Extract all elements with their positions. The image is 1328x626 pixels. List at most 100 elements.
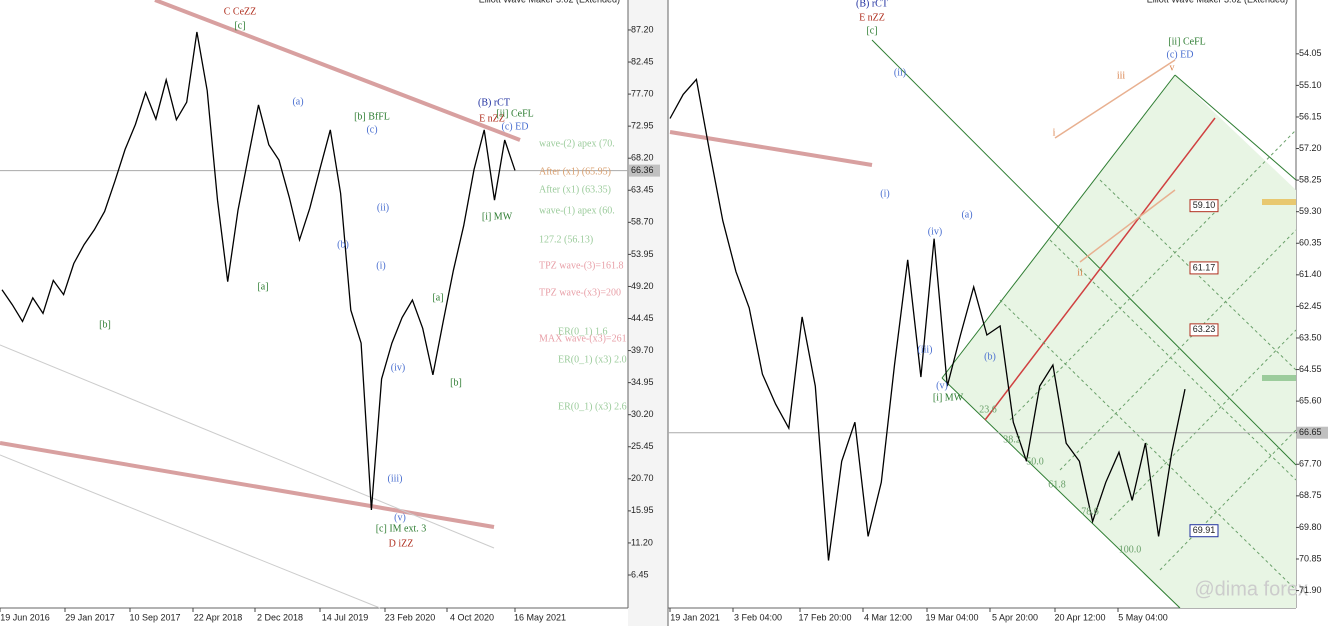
wave-label: (c) ED	[1167, 49, 1194, 60]
wave-label: D iZZ	[389, 538, 414, 549]
wave-label: After (x1) (63.35)	[539, 184, 611, 195]
y-tick-label: 6.45	[631, 569, 649, 579]
x-tick-label: 20 Apr 12:00	[1054, 612, 1105, 622]
wave-label: (a)	[961, 209, 972, 220]
y-tick-label: 59.30	[1299, 206, 1322, 216]
y-tick-label: 39.70	[631, 345, 654, 355]
y-tick-label: 63.45	[631, 185, 654, 195]
wave-label: [c]	[234, 20, 245, 31]
wave-label: 61.8	[1048, 479, 1066, 490]
separator	[628, 0, 668, 626]
y-tick-label: 11.20	[631, 537, 653, 547]
x-tick-label: 14 Jul 2019	[322, 612, 369, 622]
wave-label: 23.6	[979, 404, 997, 415]
y-tick-label: 55.10	[1299, 80, 1322, 90]
x-tick-label: 19 Jan 2021	[670, 612, 720, 622]
trend-line	[154, 0, 521, 142]
x-tick-label: 3 Feb 04:00	[734, 612, 782, 622]
y-tick-label: 30.20	[631, 409, 654, 419]
y-tick-label: 67.70	[1299, 459, 1322, 469]
wave-label: wave-(1) apex (60.	[539, 205, 615, 216]
level-box	[1189, 323, 1219, 337]
y-tick-label: 71.90	[1299, 585, 1322, 595]
x-tick-label: 22 Apr 2018	[194, 612, 243, 622]
wave-label: 38.2	[1003, 434, 1021, 445]
wave-label: After (x1) (65.95)	[539, 166, 611, 177]
wave-label: 78.6	[1081, 506, 1099, 517]
wave-label: i	[1053, 127, 1056, 138]
watermark: @dima forex	[1194, 578, 1308, 600]
wave-label: (i)	[880, 188, 889, 199]
wave-label: wave-(2) apex (70.	[539, 138, 615, 149]
zone	[1262, 375, 1296, 381]
wave-label: (ii)	[894, 67, 906, 78]
y-tick-label: 65.60	[1299, 395, 1322, 405]
wave-label: iii	[1117, 70, 1126, 81]
y-tick-label: 82.45	[631, 56, 654, 66]
x-tick-label: 17 Feb 20:00	[798, 612, 851, 622]
y-tick-label: 58.70	[631, 217, 654, 227]
wave-label: [ii] CeFL	[496, 108, 534, 119]
x-tick-label: 16 May 2021	[514, 612, 566, 622]
channel-line	[1174, 74, 1297, 181]
wave-label: (a)	[292, 96, 303, 107]
wave-label: [a]	[257, 281, 268, 292]
channel-line	[941, 377, 1181, 609]
level-label: 63.23	[1193, 324, 1216, 334]
y-tick-label: 20.70	[631, 473, 654, 483]
y-tick-label: 44.45	[631, 313, 654, 323]
x-tick-label: 2 Dec 2018	[257, 612, 303, 622]
y-tick-label: 54.05	[1299, 48, 1322, 58]
x-tick-label: 23 Feb 2020	[385, 612, 436, 622]
price-line	[1, 31, 516, 510]
panel-header: Elliott Wave Maker 3.02 (Extended)	[479, 0, 620, 4]
wave-label: (iv)	[928, 226, 942, 237]
y-tick-label: 53.95	[631, 249, 654, 259]
current-price-box	[629, 164, 660, 177]
y-tick-label: 69.80	[1299, 522, 1322, 532]
wave-label: [ii] CeFL	[1168, 36, 1206, 47]
orange-line	[1054, 59, 1176, 139]
wave-label: (v)	[394, 512, 406, 523]
price-line	[669, 77, 1186, 561]
y-tick-label: 63.50	[1299, 332, 1322, 342]
wave-label: TPZ wave-(3)=161.8	[539, 260, 624, 271]
y-tick-label: 15.95	[631, 505, 654, 515]
wave-label: (iv)	[391, 362, 405, 373]
x-tick-label: 19 Mar 04:00	[925, 612, 978, 622]
x-tick-label: 29 Jan 2017	[65, 612, 115, 622]
channel-line	[0, 344, 495, 549]
wave-label: 50.0	[1026, 456, 1044, 467]
y-tick-label: 60.35	[1299, 238, 1322, 248]
wave-label: (ii)	[377, 202, 389, 213]
current-price-box	[1297, 426, 1328, 439]
channel-line	[0, 454, 381, 609]
wave-label: (b)	[337, 239, 349, 250]
level-box	[1189, 261, 1219, 275]
wave-label: (b)	[984, 351, 996, 362]
x-tick-label: 4 Mar 12:00	[864, 612, 912, 622]
y-tick-label: 72.95	[631, 121, 654, 131]
x-tick-label: 5 May 04:00	[1118, 612, 1168, 622]
y-tick-label: 87.20	[631, 24, 654, 34]
wave-label: E nZZ	[859, 12, 885, 23]
wave-label: (B) rCT	[478, 97, 510, 108]
current-price-label: 66.36	[631, 165, 654, 175]
level-label: 69.91	[1193, 525, 1216, 535]
y-tick-label: 56.15	[1299, 111, 1322, 121]
wave-label: [b]	[99, 319, 111, 330]
y-tick-label: 77.70	[631, 88, 654, 98]
wave-label: [i] MW	[482, 211, 513, 222]
x-tick-label: 5 Apr 20:00	[992, 612, 1038, 622]
x-tick-label: 4 Oct 2020	[450, 612, 494, 622]
y-tick-label: 57.20	[1299, 143, 1322, 153]
trend-line	[0, 441, 495, 529]
wave-label: (i)	[376, 260, 385, 271]
wave-label: TPZ wave-(x3)=200	[539, 287, 621, 298]
red-line	[984, 117, 1216, 421]
wave-label: [b] BfFL	[354, 111, 390, 122]
x-tick-label: 10 Sep 2017	[129, 612, 180, 622]
wave-label: 127.2 (56.13)	[539, 234, 593, 245]
channel-line	[871, 39, 1297, 466]
